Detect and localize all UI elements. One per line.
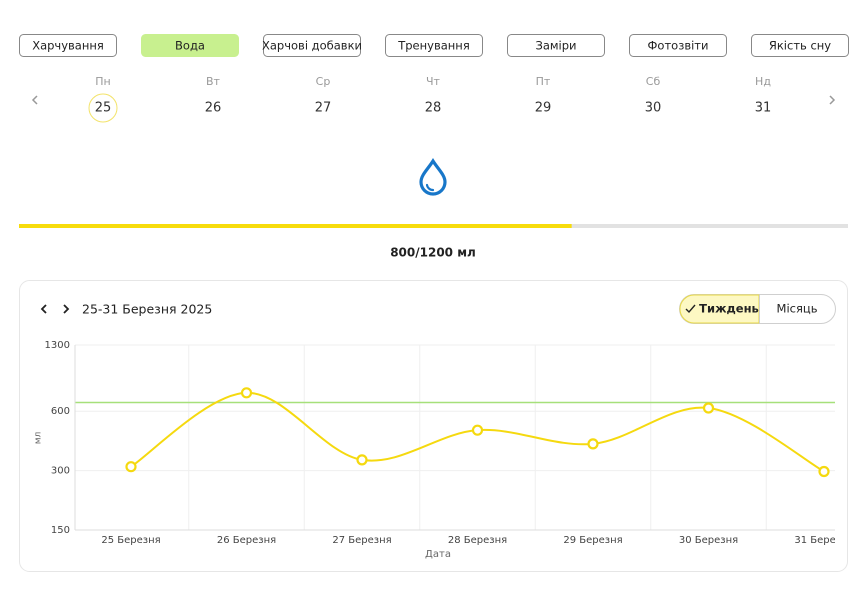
data-point (471, 424, 484, 436)
water-icon (419, 157, 447, 196)
tab[interactable] (263, 34, 361, 57)
day-date[interactable]: 25 (95, 101, 112, 116)
tab-label[interactable]: Харчування (32, 39, 104, 53)
day-date[interactable]: 30 (645, 101, 662, 116)
day-date[interactable]: 31 (755, 101, 772, 116)
tab-label[interactable]: Заміри (535, 39, 576, 53)
progress-fill (19, 224, 572, 228)
tab[interactable] (751, 34, 849, 57)
day-date[interactable]: 26 (205, 101, 222, 116)
selected-day (88, 93, 118, 123)
data-point (702, 402, 715, 414)
period-title: 25-31 Березня 2025 (82, 302, 212, 317)
chart-panel (19, 280, 848, 572)
tab-label[interactable]: Якість сну (769, 39, 831, 53)
tab[interactable] (385, 34, 483, 57)
data-point (125, 461, 137, 473)
day-date[interactable]: 29 (535, 101, 552, 116)
data-point (356, 454, 368, 466)
x-tick-label: 25 Березня (101, 535, 160, 546)
day-name: Вт (206, 75, 221, 88)
y-axis-label: мл (34, 432, 44, 445)
x-tick-label: 27 Березня (332, 535, 391, 546)
day-name: Ср (316, 75, 331, 88)
y-tick-label: 300 (51, 466, 70, 477)
day-date[interactable]: 27 (315, 101, 332, 116)
day-name: Чт (426, 75, 441, 88)
day-name: Пн (95, 75, 110, 88)
toggle-option[interactable]: Місяць (777, 302, 818, 316)
tab[interactable] (629, 34, 727, 57)
tab[interactable] (507, 34, 605, 57)
day-name: Пт (536, 75, 551, 88)
x-tick-label: 26 Березня (217, 535, 276, 546)
data-point (240, 387, 253, 399)
day-date[interactable]: 28 (425, 101, 442, 116)
x-tick-label: 31 Березня (794, 535, 853, 546)
tab-label[interactable]: Тренування (397, 39, 470, 53)
tab-label[interactable]: Харчові добавки (262, 39, 362, 53)
next-week[interactable] (829, 95, 836, 105)
progress-label: 800/1200 мл (390, 246, 476, 260)
y-tick-label: 150 (51, 525, 70, 536)
prev-week[interactable] (31, 95, 38, 105)
x-axis-label: Дата (425, 549, 451, 560)
tab-label[interactable]: Вода (175, 39, 205, 53)
next-period[interactable] (63, 304, 70, 314)
x-tick-label: 30 Березня (679, 535, 738, 546)
day-name: Сб (646, 75, 661, 88)
day-name: Нд (755, 75, 771, 88)
data-point (818, 465, 830, 478)
y-tick-label: 600 (51, 406, 70, 417)
tab[interactable] (141, 34, 239, 57)
x-tick-label: 29 Березня (563, 535, 622, 546)
y-tick-label: 1300 (45, 340, 70, 351)
x-tick-label: 28 Березня (448, 535, 507, 546)
prev-period[interactable] (40, 304, 47, 314)
toggle-active[interactable] (679, 294, 760, 324)
check-icon (685, 304, 696, 314)
plot: 25 Березня 26 Березня 27 Березня 28 Березня… (75, 344, 853, 546)
tab[interactable] (19, 34, 117, 57)
toggle-option[interactable]: Тиждень (699, 302, 759, 316)
tab-label[interactable]: Фотозвіти (648, 39, 709, 53)
data-point (587, 438, 599, 450)
